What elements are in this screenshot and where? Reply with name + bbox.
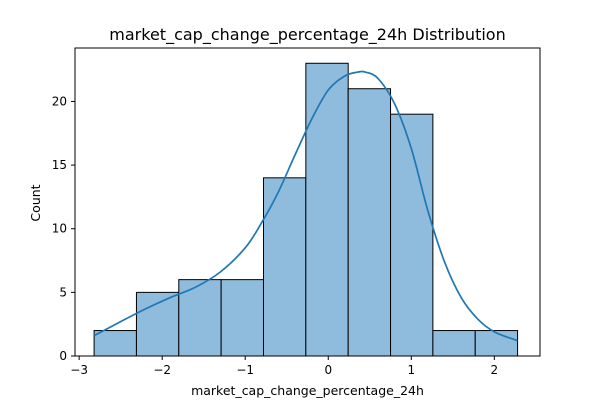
kde-line (93, 70, 518, 342)
x-axis-ticks: −3 −2 −1 0 1 2 (70, 356, 498, 377)
chart-title: market_cap_change_percentage_24h Distrib… (109, 25, 505, 45)
y-tick-label: 20 (52, 94, 67, 108)
y-tick-label: 10 (52, 222, 67, 236)
x-tick-label: −1 (236, 363, 254, 377)
y-tick-label: 15 (52, 158, 67, 172)
y-tick-label: 5 (59, 285, 67, 299)
y-axis-ticks: 0 5 10 15 20 (52, 94, 75, 363)
histogram-bar-1 (93, 330, 137, 357)
histogram-bar-10 (474, 330, 519, 357)
x-axis-label: market_cap_change_percentage_24h (191, 383, 424, 398)
x-tick-label: −2 (153, 363, 171, 377)
histogram-bar-5 (262, 177, 307, 357)
x-tick-label: −3 (70, 363, 88, 377)
y-tick-label: 0 (59, 349, 67, 363)
x-tick-label: 1 (407, 363, 415, 377)
histogram-bar-2 (135, 291, 180, 357)
plot-frame (74, 47, 541, 357)
kde-group (93, 70, 518, 342)
histogram-bar-6 (305, 62, 349, 357)
histogram-bar-7 (347, 88, 392, 357)
histogram-bar-9 (432, 330, 476, 357)
x-tick-label: 0 (324, 363, 332, 377)
histogram-bar-4 (220, 279, 264, 357)
histogram-bar-8 (390, 113, 434, 357)
bars-group (93, 62, 519, 357)
y-axis-label: Count (28, 184, 43, 221)
x-tick-label: 2 (491, 363, 499, 377)
